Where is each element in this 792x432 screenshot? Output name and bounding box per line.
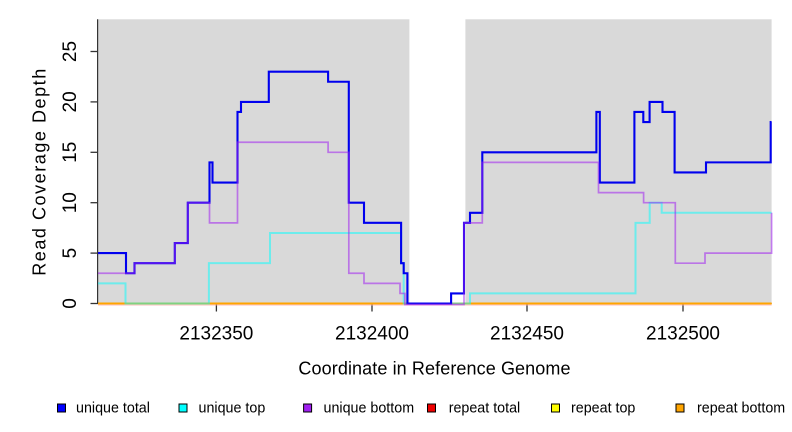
svg-text:unique total: unique total xyxy=(76,400,150,416)
svg-text:15: 15 xyxy=(60,142,81,163)
svg-text:Read Coverage Depth: Read Coverage Depth xyxy=(30,67,50,276)
svg-text:Coordinate in Reference Genome: Coordinate in Reference Genome xyxy=(298,359,570,379)
svg-text:repeat top: repeat top xyxy=(571,400,635,416)
svg-text:2132400: 2132400 xyxy=(335,324,409,345)
svg-text:2132500: 2132500 xyxy=(646,324,720,345)
svg-text:unique top: unique top xyxy=(199,400,266,416)
svg-text:repeat bottom: repeat bottom xyxy=(697,400,785,416)
svg-text:repeat total: repeat total xyxy=(449,400,521,416)
svg-text:20: 20 xyxy=(60,91,81,112)
svg-text:25: 25 xyxy=(60,41,81,62)
svg-text:unique bottom: unique bottom xyxy=(324,400,415,416)
svg-text:0: 0 xyxy=(60,298,81,309)
svg-text:10: 10 xyxy=(60,192,81,213)
svg-text:2132450: 2132450 xyxy=(490,324,564,345)
svg-text:2132350: 2132350 xyxy=(179,324,253,345)
svg-text:5: 5 xyxy=(60,248,81,259)
